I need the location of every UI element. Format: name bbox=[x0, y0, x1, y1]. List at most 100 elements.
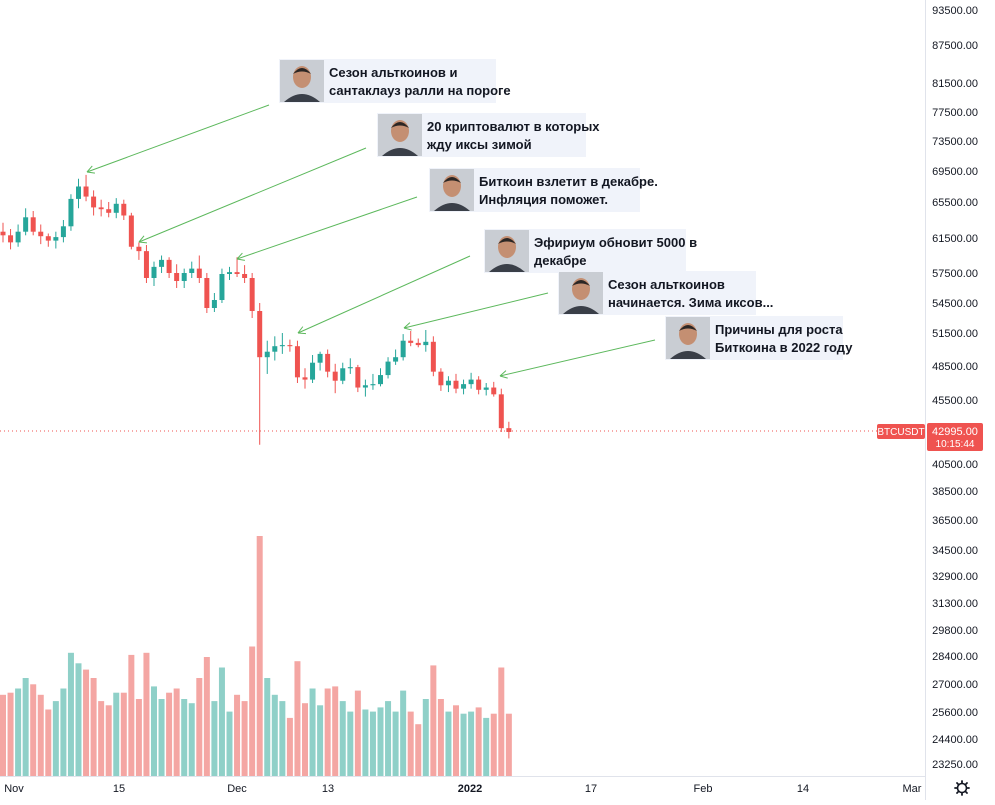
candle[interactable] bbox=[249, 273, 255, 318]
candle[interactable] bbox=[332, 363, 338, 394]
candle[interactable] bbox=[415, 338, 421, 348]
candle[interactable] bbox=[15, 224, 21, 247]
candle[interactable] bbox=[98, 199, 104, 217]
price-tick-label: 45500.00 bbox=[932, 395, 978, 407]
volume-bar bbox=[324, 688, 331, 776]
candle[interactable] bbox=[227, 266, 232, 280]
candle[interactable] bbox=[0, 222, 6, 243]
candle[interactable] bbox=[106, 202, 112, 218]
candle[interactable] bbox=[91, 190, 97, 216]
candle[interactable] bbox=[159, 255, 165, 274]
candle[interactable] bbox=[264, 340, 270, 374]
volume-bar bbox=[120, 692, 127, 776]
annotation-arrow bbox=[403, 292, 549, 331]
volume-bar bbox=[385, 701, 392, 776]
candle[interactable] bbox=[468, 372, 474, 389]
candle[interactable] bbox=[378, 368, 383, 387]
candle[interactable] bbox=[53, 231, 59, 249]
candle[interactable] bbox=[181, 268, 187, 288]
candle[interactable] bbox=[461, 379, 467, 395]
candle[interactable] bbox=[355, 364, 361, 393]
candle[interactable] bbox=[196, 255, 202, 284]
candle[interactable] bbox=[219, 268, 225, 303]
candle[interactable] bbox=[347, 358, 353, 374]
candle[interactable] bbox=[8, 229, 14, 250]
price-tick-label: 24400.00 bbox=[932, 734, 978, 746]
candle[interactable] bbox=[68, 194, 74, 231]
candle[interactable] bbox=[166, 257, 172, 278]
candle[interactable] bbox=[385, 357, 391, 379]
candle[interactable] bbox=[506, 421, 512, 439]
candle[interactable] bbox=[453, 373, 459, 394]
volume-bar bbox=[37, 694, 44, 776]
candle[interactable] bbox=[393, 349, 399, 365]
candle[interactable] bbox=[423, 330, 429, 352]
candle[interactable] bbox=[400, 334, 406, 361]
candle[interactable] bbox=[30, 211, 36, 236]
candle[interactable] bbox=[121, 199, 127, 220]
candle[interactable] bbox=[279, 333, 285, 354]
annotation-callout[interactable]: Эфириум обновит 5000 в декабре bbox=[484, 229, 697, 273]
candle[interactable] bbox=[370, 373, 376, 390]
annotation-callout[interactable]: Биткоин взлетит в декабре. Инфляция помож… bbox=[429, 168, 658, 212]
time-tick-label: 15 bbox=[113, 783, 125, 795]
candle[interactable] bbox=[45, 233, 51, 247]
candle[interactable] bbox=[310, 355, 316, 383]
candle[interactable] bbox=[189, 261, 195, 278]
candle[interactable] bbox=[136, 242, 142, 260]
candle[interactable] bbox=[23, 208, 29, 236]
volume-bar bbox=[30, 684, 37, 776]
candle[interactable] bbox=[204, 273, 210, 313]
candle[interactable] bbox=[234, 257, 240, 277]
candle[interactable] bbox=[408, 331, 414, 347]
candle[interactable] bbox=[128, 212, 134, 250]
candle[interactable] bbox=[242, 265, 248, 283]
time-tick-label: Mar bbox=[903, 783, 922, 795]
volume-bar bbox=[128, 654, 135, 776]
volume-bar bbox=[67, 652, 74, 776]
candle[interactable] bbox=[113, 198, 119, 219]
candle[interactable] bbox=[174, 264, 180, 288]
candle[interactable] bbox=[76, 178, 81, 209]
candle[interactable] bbox=[302, 368, 308, 389]
candle[interactable] bbox=[476, 376, 482, 395]
candle[interactable] bbox=[257, 303, 263, 445]
candle[interactable] bbox=[317, 351, 323, 371]
candle[interactable] bbox=[445, 376, 451, 393]
candle[interactable] bbox=[491, 381, 497, 397]
candle[interactable] bbox=[287, 339, 293, 352]
candle[interactable] bbox=[38, 224, 44, 245]
candle[interactable] bbox=[430, 336, 436, 377]
candle[interactable] bbox=[294, 340, 300, 383]
annotation-callout[interactable]: Сезон альткоинов начинается. Зима иксов..… bbox=[558, 271, 773, 315]
candle[interactable] bbox=[272, 336, 278, 361]
candle[interactable] bbox=[325, 349, 331, 378]
candle[interactable] bbox=[483, 383, 489, 396]
annotation-text-line: сантаклауз ралли на пороге bbox=[329, 83, 511, 98]
volume-bar bbox=[75, 663, 82, 776]
candle[interactable] bbox=[60, 220, 66, 243]
candle[interactable] bbox=[143, 245, 149, 283]
price-tick-label: 27000.00 bbox=[932, 679, 978, 691]
volume-bar bbox=[505, 713, 512, 776]
candle[interactable] bbox=[438, 368, 444, 391]
candle[interactable] bbox=[340, 362, 346, 385]
volume-bar bbox=[15, 688, 22, 776]
candle[interactable] bbox=[83, 174, 89, 202]
volume-bar bbox=[249, 646, 256, 776]
price-tick-label: 40500.00 bbox=[932, 459, 978, 471]
candle[interactable] bbox=[151, 261, 157, 286]
candle[interactable] bbox=[498, 388, 504, 432]
candle[interactable] bbox=[362, 379, 368, 397]
settings-icon[interactable] bbox=[954, 780, 970, 796]
price-tick-label: 25600.00 bbox=[932, 707, 978, 719]
time-tick-label: 17 bbox=[585, 783, 597, 795]
symbol-label: BTCUSDT bbox=[877, 424, 925, 439]
candle[interactable] bbox=[211, 293, 217, 312]
annotation-callout[interactable]: 20 криптовалют в которых жду иксы зимой bbox=[377, 113, 600, 157]
annotation-callout[interactable]: Причины для роста Биткоина в 2022 году bbox=[665, 316, 853, 360]
price-tick-label: 48500.00 bbox=[932, 361, 978, 373]
annotation-callout[interactable]: Сезон альткоинов и сантаклауз ралли на по… bbox=[279, 59, 511, 103]
